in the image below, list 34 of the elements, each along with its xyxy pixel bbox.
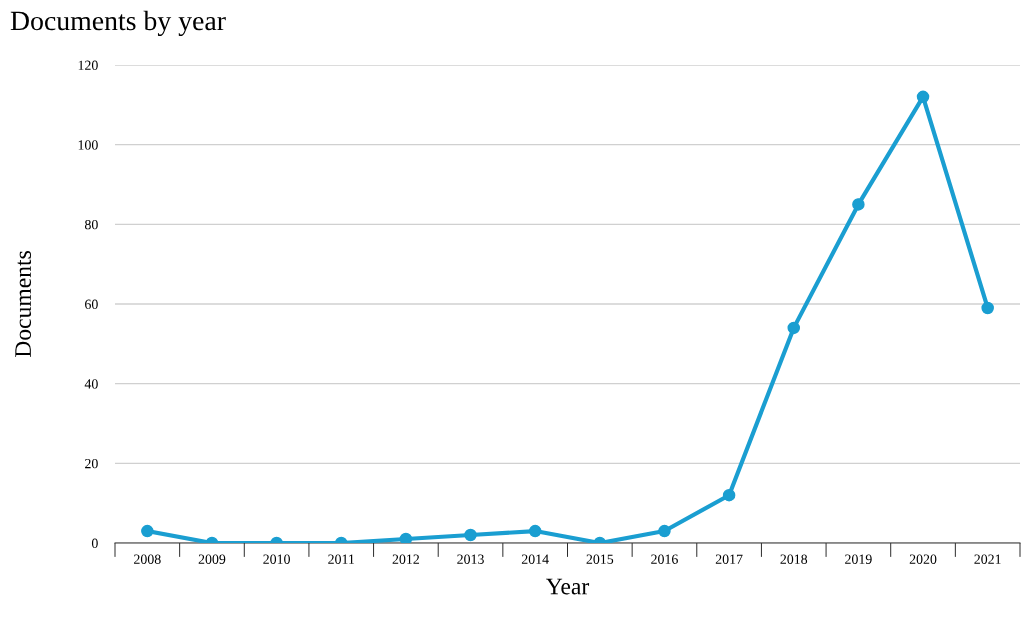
x-tick-label: 2021 [974, 554, 1001, 564]
x-tick-label: 2011 [328, 554, 355, 564]
point [916, 90, 930, 104]
point [981, 301, 994, 315]
point [141, 524, 154, 538]
x-tick-label: 2017 [715, 554, 743, 564]
point [787, 321, 801, 335]
y-axis-title: Documents [15, 251, 32, 358]
x-tick-label: 2010 [263, 554, 290, 564]
y-tick-label: 0 [91, 538, 98, 548]
point [399, 532, 413, 543]
y-tick-label: 120 [78, 60, 98, 70]
y-tick-label: 100 [78, 140, 98, 150]
x-tick-label: 2019 [845, 554, 872, 564]
y-tick-label: 20 [85, 458, 98, 469]
point [464, 528, 477, 542]
x-tick-label: 2016 [651, 554, 678, 564]
point [852, 198, 865, 211]
x-tick-label: 2015 [586, 554, 614, 564]
point [528, 524, 542, 538]
chart-title: Documents by year [10, 10, 226, 36]
y-tick-label: 40 [84, 379, 98, 389]
x-tick-label: 2014 [521, 554, 549, 564]
point [722, 488, 736, 502]
x-tick-label: 2012 [392, 554, 420, 564]
y-tick-label: 80 [84, 219, 98, 230]
x-tick-label: 2008 [134, 554, 161, 564]
x-tick-label: 2009 [198, 554, 226, 564]
y-tick-label: 60 [85, 299, 98, 309]
x-tick-label: 2018 [780, 554, 808, 564]
x-axis-title: Year [546, 578, 590, 595]
point [658, 524, 671, 538]
x-tick-label: 2013 [457, 554, 484, 564]
x-tick-label: 2020 [909, 554, 937, 564]
